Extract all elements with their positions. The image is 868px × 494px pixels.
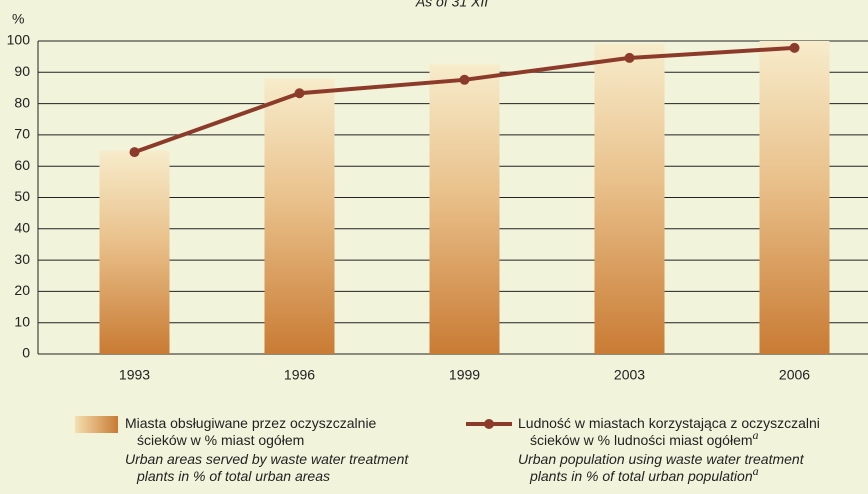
- legend-text: plants in % of total urban population: [529, 468, 753, 484]
- bar: [99, 150, 170, 354]
- legend-text: Miasta obsługiwane przez oczyszczalnie: [125, 415, 377, 431]
- y-tick-label: 0: [22, 345, 30, 361]
- y-tick-label: 70: [14, 126, 30, 142]
- y-tick-label: 10: [14, 313, 30, 329]
- y-tick-label: 60: [14, 157, 30, 173]
- legend-text: ścieków w % ludności miast ogółem: [530, 432, 753, 448]
- legend-marker: [484, 419, 494, 429]
- legend-text: Urban population using waste water treat…: [518, 451, 805, 467]
- y-tick-label: 50: [14, 188, 30, 204]
- legend-swatch: [75, 416, 118, 433]
- legend-text: plants in % of total urban areas: [136, 468, 330, 484]
- y-tick-label: 20: [14, 282, 30, 298]
- bar: [759, 41, 830, 354]
- bar: [264, 78, 335, 354]
- legend-text: Ludność w miastach korzystająca z oczysz…: [518, 415, 820, 431]
- y-tick-label: 100: [7, 32, 31, 48]
- legend-text: ścieków w % miast ogółem: [137, 432, 304, 448]
- line-marker: [789, 42, 800, 53]
- bar: [429, 64, 500, 354]
- legend-note: a: [753, 428, 759, 442]
- legend-label: ścieków w % miast ogółem: [137, 432, 304, 448]
- line-marker: [294, 88, 305, 99]
- legend-label: Urban population using waste water treat…: [518, 451, 805, 467]
- legend-label: plants in % of total urban areas: [136, 468, 330, 484]
- x-tick-label: 2006: [779, 367, 810, 383]
- legend-label: plants in % of total urban populationa: [529, 464, 759, 484]
- x-tick-label: 1993: [119, 367, 150, 383]
- line-marker: [129, 147, 140, 158]
- legend-label: Urban areas served by waste water treatm…: [125, 451, 409, 467]
- legend-label: Miasta obsługiwane przez oczyszczalnie: [125, 415, 377, 431]
- legend-text: Urban areas served by waste water treatm…: [125, 451, 409, 467]
- x-tick-label: 2003: [614, 367, 645, 383]
- bar: [594, 44, 665, 354]
- legend-note: a: [753, 464, 759, 478]
- y-axis-label: %: [12, 11, 24, 27]
- x-tick-label: 1996: [284, 367, 315, 383]
- x-tick-label: 1999: [449, 367, 480, 383]
- line-marker: [624, 52, 635, 63]
- chart-title: As of 31 XII: [415, 0, 488, 10]
- y-tick-label: 90: [14, 63, 30, 79]
- legend-label: ścieków w % ludności miast ogółema: [530, 428, 759, 448]
- y-tick-label: 40: [14, 220, 30, 236]
- y-tick-label: 30: [14, 251, 30, 267]
- line-marker: [459, 74, 470, 85]
- y-tick-label: 80: [14, 94, 30, 110]
- legend-label: Ludność w miastach korzystająca z oczysz…: [518, 415, 820, 431]
